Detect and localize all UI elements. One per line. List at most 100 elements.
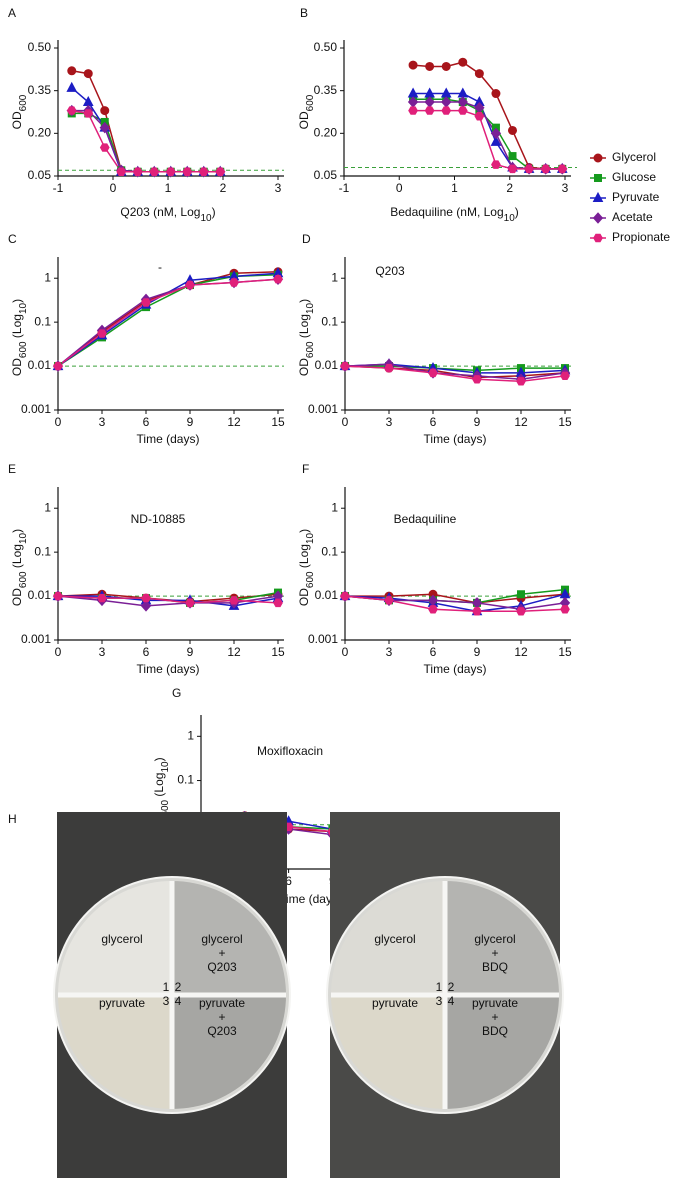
legend-label: Glycerol bbox=[612, 150, 656, 164]
quadrant bbox=[58, 995, 172, 1109]
y-tick-label: 0.20 bbox=[28, 126, 52, 140]
y-axis-label-part: (Log bbox=[152, 773, 166, 800]
quadrant-label: + bbox=[491, 1010, 498, 1024]
marker bbox=[508, 152, 517, 161]
y-axis-label-part: (Log bbox=[10, 544, 24, 571]
x-tick-label: 6 bbox=[430, 415, 437, 429]
axes bbox=[57, 257, 284, 411]
marker bbox=[441, 106, 452, 115]
y-tick-label: 0.05 bbox=[28, 168, 52, 182]
panel-label: G bbox=[172, 686, 181, 700]
marker bbox=[53, 361, 63, 371]
y-tick-label: 0.01 bbox=[315, 588, 339, 602]
y-tick-label: 0.20 bbox=[314, 126, 338, 140]
chart-title: Moxifloxacin bbox=[257, 744, 323, 758]
marker bbox=[97, 329, 107, 338]
quadrant-number: 3 bbox=[163, 994, 170, 1008]
x-axis-label-part: Time (days) bbox=[424, 662, 487, 676]
series-line bbox=[344, 363, 566, 381]
marker bbox=[457, 106, 468, 115]
x-tick-label: 0 bbox=[342, 645, 349, 659]
marker bbox=[140, 600, 152, 612]
x-axis-label-part: 10 bbox=[200, 213, 212, 224]
x-tick-label: 3 bbox=[99, 645, 106, 659]
x-tick-label: 12 bbox=[514, 645, 528, 659]
y-tick-label: 0.001 bbox=[308, 632, 338, 646]
chart-title: ND-10885 bbox=[131, 512, 186, 526]
marker bbox=[408, 60, 418, 70]
quadrant-number: 1 bbox=[436, 980, 443, 994]
y-axis-label-part: 600 bbox=[305, 571, 316, 588]
quadrant-number: 3 bbox=[436, 994, 443, 1008]
y-axis-label-part: 600 bbox=[305, 341, 316, 358]
y-axis-label-part: 10 bbox=[160, 761, 171, 773]
quadrant bbox=[331, 995, 445, 1109]
marker bbox=[83, 69, 93, 79]
y-axis-label-part: (Log bbox=[297, 314, 311, 341]
y-tick-label: 1 bbox=[44, 500, 51, 514]
y-axis-label: OD600 (Log10) bbox=[10, 529, 29, 606]
marker bbox=[428, 605, 438, 614]
panel-label: H bbox=[8, 812, 17, 826]
y-axis-label-part: ) bbox=[152, 757, 166, 761]
chart-title: - bbox=[158, 260, 162, 274]
x-tick-label: 3 bbox=[275, 181, 282, 195]
x-axis-label-part: Time (days) bbox=[137, 662, 200, 676]
x-tick-label: 15 bbox=[558, 645, 572, 659]
marker bbox=[424, 106, 435, 115]
marker bbox=[524, 164, 534, 174]
x-tick-label: 9 bbox=[187, 415, 194, 429]
y-tick-label: 1 bbox=[44, 270, 51, 284]
quadrant-label: + bbox=[218, 946, 225, 960]
marker bbox=[458, 57, 468, 67]
x-tick-label: 6 bbox=[430, 645, 437, 659]
quadrant-label: pyruvate bbox=[99, 996, 145, 1010]
quadrant-label: Q203 bbox=[207, 1024, 237, 1038]
panel-label: F bbox=[302, 462, 309, 476]
axes bbox=[344, 257, 571, 411]
x-tick-label: 3 bbox=[386, 415, 393, 429]
y-axis-label-part: OD bbox=[10, 111, 24, 129]
marker bbox=[66, 106, 77, 115]
y-axis-label: OD600 (Log10) bbox=[297, 299, 316, 376]
y-tick-label: 0.50 bbox=[28, 40, 52, 54]
y-tick-label: 0.1 bbox=[321, 314, 338, 328]
series-line bbox=[71, 70, 221, 173]
marker bbox=[408, 106, 418, 115]
axes bbox=[343, 40, 571, 177]
series-line bbox=[71, 109, 221, 173]
series-line bbox=[71, 112, 221, 173]
legend-label: Pyruvate bbox=[612, 190, 660, 204]
series-line bbox=[57, 271, 279, 367]
marker bbox=[97, 593, 107, 603]
series-line bbox=[57, 273, 279, 367]
quadrant bbox=[445, 881, 559, 995]
x-tick-label: 2 bbox=[506, 181, 513, 195]
marker bbox=[340, 361, 350, 371]
marker bbox=[428, 368, 438, 378]
marker bbox=[472, 375, 482, 384]
quadrant-label: Q203 bbox=[207, 960, 237, 974]
x-tick-label: 0 bbox=[55, 645, 62, 659]
legend-label: Propionate bbox=[612, 230, 670, 244]
y-tick-label: 1 bbox=[187, 728, 194, 742]
marker bbox=[384, 363, 394, 373]
y-axis-label-part: OD bbox=[297, 111, 311, 129]
y-axis-label-part: 10 bbox=[18, 302, 29, 314]
marker bbox=[441, 61, 451, 71]
marker bbox=[67, 66, 77, 76]
x-tick-label: 2 bbox=[220, 181, 227, 195]
y-axis-label-part: OD bbox=[297, 358, 311, 376]
marker bbox=[99, 143, 110, 152]
quadrant bbox=[58, 881, 172, 995]
y-tick-label: 0.001 bbox=[21, 632, 51, 646]
series-line bbox=[345, 365, 565, 372]
quadrant bbox=[172, 881, 286, 995]
x-axis-label-part: Q203 (nM, Log bbox=[120, 205, 200, 219]
divider bbox=[58, 881, 286, 1109]
quadrant-number: 2 bbox=[448, 980, 455, 994]
x-axis-label: Q203 (nM, Log10) bbox=[120, 205, 215, 224]
y-tick-label: 0.1 bbox=[321, 544, 338, 558]
quadrant-label: glycerol bbox=[474, 932, 515, 946]
marker bbox=[99, 121, 110, 134]
